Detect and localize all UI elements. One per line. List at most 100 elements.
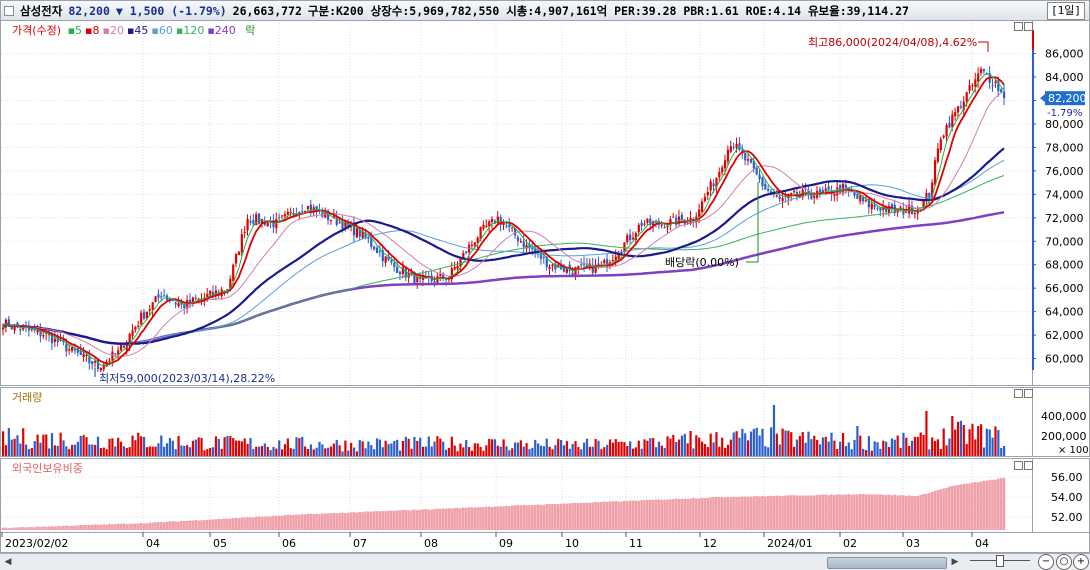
scroll-right-icon[interactable]: ▶ xyxy=(951,557,959,567)
foreign-ownership-bar xyxy=(881,494,885,530)
foreign-ownership-bar xyxy=(289,515,292,530)
candle-body xyxy=(640,222,643,227)
foreign-ownership-bar xyxy=(950,485,954,530)
volume-bar xyxy=(275,448,278,456)
volume-bar xyxy=(864,450,868,456)
foreign-tick-label: 54.00 xyxy=(1051,491,1083,504)
pane-minimize-icon[interactable] xyxy=(1014,389,1023,398)
foreign-ownership-bar xyxy=(16,527,19,530)
foreign-pane-title[interactable]: 외국인보유비중 xyxy=(12,462,83,475)
candle-body xyxy=(531,247,534,250)
time-scrollbar[interactable] xyxy=(0,553,1090,570)
foreign-ownership-bar xyxy=(723,497,727,530)
foreign-ownership-bar xyxy=(197,520,200,530)
volume-bar xyxy=(551,449,554,456)
volume-bar xyxy=(459,443,462,456)
zoom-reset-icon[interactable]: ○ xyxy=(1056,554,1072,570)
volume-bar xyxy=(73,444,77,456)
pane-close-icon[interactable] xyxy=(1024,22,1033,31)
volume-bar xyxy=(289,448,292,456)
foreign-ownership-bar xyxy=(700,497,704,530)
foreign-ownership-bar xyxy=(772,496,776,530)
candle-body xyxy=(355,228,359,238)
foreign-ownership-bar xyxy=(850,494,853,530)
candle-body xyxy=(562,267,566,272)
volume-bar xyxy=(801,432,804,456)
pane-close-icon[interactable] xyxy=(1024,389,1033,398)
ma-legend-item[interactable]: ▪8 xyxy=(85,24,100,37)
pane-minimize-icon[interactable] xyxy=(1014,461,1023,470)
volume-bar xyxy=(180,445,183,456)
drop-legend[interactable]: 락 xyxy=(245,24,256,37)
pane-close-icon[interactable] xyxy=(1024,461,1033,470)
volume-bar xyxy=(715,432,718,456)
volume-bar xyxy=(493,439,497,456)
foreign-ownership-bar xyxy=(220,519,223,530)
ma-legend-item[interactable]: ▪45 xyxy=(126,24,149,37)
foreign-ownership-bar xyxy=(666,499,669,530)
foreign-ownership-bar xyxy=(959,484,963,530)
foreign-ownership-bar xyxy=(231,518,235,530)
volume-bar xyxy=(813,435,816,456)
volume-bar xyxy=(324,448,327,456)
volume-bar xyxy=(660,445,663,456)
volume-bar xyxy=(424,446,428,456)
foreign-ownership-bar xyxy=(36,526,39,530)
ma-legend-item[interactable]: ▪20 xyxy=(102,24,124,37)
candle-body xyxy=(157,294,160,298)
candle-body xyxy=(214,290,218,295)
volume-bar xyxy=(746,440,750,456)
candle-body xyxy=(442,273,445,279)
volume-bar xyxy=(836,449,839,456)
volume-bar xyxy=(479,446,482,456)
time-axis-frame xyxy=(0,532,1090,553)
period-button[interactable]: [1일] xyxy=(1047,2,1085,20)
scroll-thumb[interactable] xyxy=(827,557,947,569)
foreign-ownership-bar xyxy=(579,502,583,530)
volume-bar xyxy=(525,443,528,456)
volume-bar xyxy=(522,446,525,456)
volume-pane-title[interactable]: 거래량 xyxy=(12,391,43,404)
ma-legend-item[interactable]: ▪240 xyxy=(207,24,236,37)
volume-bar xyxy=(226,435,229,456)
foreign-ownership-bar xyxy=(832,494,836,530)
candle-body xyxy=(50,333,54,344)
volume-bar xyxy=(853,439,856,456)
candle-body xyxy=(384,256,387,263)
foreign-ownership-bar xyxy=(490,506,494,530)
foreign-ownership-bar xyxy=(824,494,827,530)
volume-bar xyxy=(580,449,583,456)
stock-chart[interactable]: 60,000 62,000 64,000 66,000 68,000 70,000 72,0… xyxy=(0,0,1090,553)
pane-minimize-icon[interactable] xyxy=(1014,22,1023,31)
stock-name[interactable]: 삼성전자 xyxy=(20,3,63,18)
foreign-ownership-bar xyxy=(182,520,186,530)
foreign-ownership-bar xyxy=(922,493,925,530)
price-legend-label[interactable]: 가격(수정) xyxy=(12,24,62,37)
volume-bar xyxy=(476,443,479,456)
scroll-left-icon[interactable]: ◀ xyxy=(4,557,12,567)
zoom-slider-handle[interactable] xyxy=(996,555,1004,567)
volume-bar xyxy=(79,435,82,456)
ma-legend-item[interactable]: ▪60 xyxy=(151,24,173,37)
foreign-ownership-bar xyxy=(128,523,131,530)
zoom-in-icon[interactable]: + xyxy=(1073,554,1089,570)
foreign-ownership-bar xyxy=(407,510,410,530)
volume-bar xyxy=(36,434,39,456)
volume-bar xyxy=(867,436,871,456)
ma-legend-item[interactable]: ▪120 xyxy=(175,24,205,37)
volume-bar xyxy=(597,440,600,456)
volume-bar xyxy=(191,440,195,456)
foreign-ownership-bar xyxy=(611,501,615,530)
foreign-ownership-bar xyxy=(729,497,733,530)
checkbox-icon[interactable] xyxy=(4,5,14,16)
zoom-out-icon[interactable]: − xyxy=(1038,554,1054,570)
candle-body xyxy=(85,355,88,357)
candle-body xyxy=(79,350,82,356)
volume-bar xyxy=(928,449,931,456)
ma-legend-item[interactable]: ▪5 xyxy=(67,24,83,37)
volume-bar xyxy=(25,444,28,456)
volume-bar xyxy=(723,447,727,456)
candle-body xyxy=(344,221,347,227)
foreign-ownership-bar xyxy=(965,483,968,530)
candle-body xyxy=(119,344,123,351)
